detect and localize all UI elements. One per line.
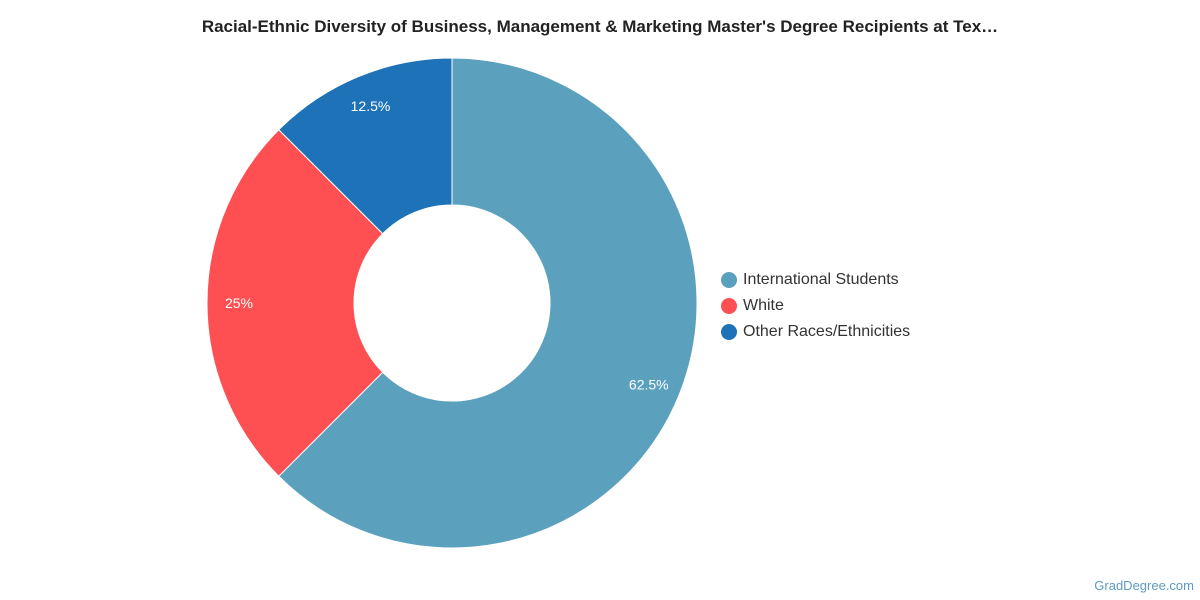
legend-item[interactable]: International Students [721, 267, 910, 293]
donut-slice-international-students[interactable] [278, 57, 698, 549]
slice-data-label: 12.5% [351, 98, 391, 114]
chart-title: Racial-Ethnic Diversity of Business, Man… [201, 17, 999, 36]
legend-marker-icon [721, 272, 737, 288]
slice-data-label: 25% [225, 295, 253, 311]
legend-marker-icon [721, 324, 737, 340]
legend-item[interactable]: White [721, 293, 910, 319]
legend-label: Other Races/Ethnicities [743, 323, 911, 340]
credit-link[interactable]: GradDegree.com [1094, 578, 1194, 593]
legend-marker-icon [721, 298, 737, 314]
donut-slice-other-races-ethnicities[interactable] [278, 57, 453, 235]
legend-label: International Students [743, 271, 899, 288]
slice-data-label: 62.5% [629, 377, 669, 393]
legend-item[interactable]: Other Races/Ethnicities [721, 319, 910, 345]
legend-label: White [743, 297, 784, 314]
donut-slice-white[interactable] [206, 129, 384, 477]
legend: International Students White Other Races/E… [721, 267, 910, 345]
